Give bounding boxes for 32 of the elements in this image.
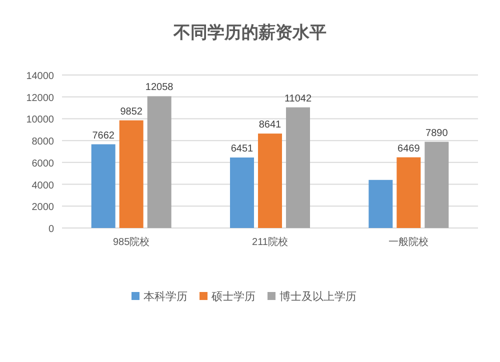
y-tick-label: 2000: [32, 202, 54, 214]
legend-label: 硕士学历: [210, 290, 256, 303]
data-label: 6451: [230, 144, 254, 154]
bar: [424, 142, 449, 228]
y-tick-label: 10000: [26, 114, 54, 126]
data-label: 8641: [258, 120, 282, 131]
x-tick-label: 211院校: [252, 236, 288, 248]
y-tick-label: 0: [48, 224, 54, 235]
y-tick-label: 12000: [26, 92, 54, 104]
chart-title: 不同学历的薪资水平: [172, 23, 326, 42]
data-label: 11042: [284, 93, 312, 104]
bar: [368, 180, 393, 228]
bar: [258, 134, 282, 228]
y-tick-label: 4000: [32, 180, 54, 192]
y-tick-label: 14000: [26, 71, 54, 82]
bar: [286, 107, 310, 228]
bar: [396, 157, 421, 228]
legend-label: 本科学历: [144, 290, 188, 303]
x-tick-label: 一般院校: [388, 236, 429, 248]
x-tick-label: 985院校: [112, 236, 150, 248]
y-tick-label: 8000: [32, 136, 54, 148]
data-label: 7890: [426, 128, 448, 139]
bar: [119, 120, 144, 228]
data-label: 6469: [398, 143, 420, 154]
legend-label: 博士及以上学历: [280, 290, 356, 303]
data-label: 9852: [120, 106, 143, 118]
bar: [230, 158, 254, 228]
bar: [91, 144, 116, 228]
y-tick-label: 6000: [32, 158, 54, 170]
data-label: 12058: [145, 82, 174, 94]
data-label: 7662: [92, 130, 115, 142]
bar: [147, 96, 172, 228]
